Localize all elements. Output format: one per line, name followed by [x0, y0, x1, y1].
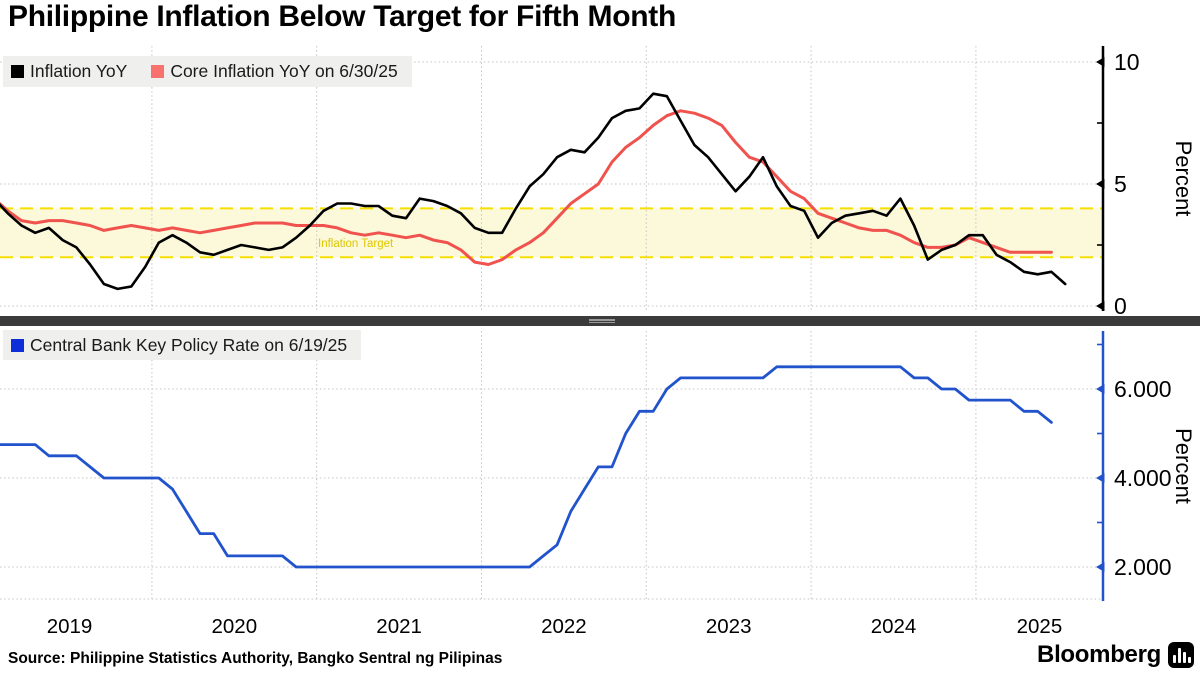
source-caption: Source: Philippine Statistics Authority,…	[8, 650, 503, 667]
x-axis-year-labels: 2019 2020 2021 2022 2023 2024 2025	[0, 615, 1200, 641]
y-tick-label: 5	[1114, 171, 1127, 197]
legend-label: Core Inflation YoY on 6/30/25	[170, 61, 398, 81]
x-axis-year-label: 2024	[870, 615, 917, 638]
policy-rate-line	[0, 365, 1053, 569]
gridlines	[0, 46, 1103, 311]
core-inflation-swatch	[151, 65, 165, 78]
bottom-y-axis: 2.000 4.000 6.000 Percent	[1096, 331, 1196, 601]
bloomberg-wordmark: Bloomberg	[1037, 641, 1161, 668]
top-y-axis: 0 5 10 Percent	[1096, 46, 1196, 319]
separator-drag-handle[interactable]	[589, 318, 615, 324]
bottom-panel-legend: Central Bank Key Policy Rate on 6/19/25	[3, 330, 362, 360]
y-tick-label: 2.000	[1114, 554, 1172, 580]
x-axis-year-label: 2021	[376, 615, 422, 638]
y-tick-label: 4.000	[1114, 465, 1172, 491]
inflation-target-label: Inflation Target	[318, 238, 394, 250]
y-tick-label: 0	[1114, 293, 1127, 319]
core-inflation-line	[0, 109, 1053, 266]
gridlines	[0, 331, 1103, 601]
legend-item-core-inflation: Core Inflation YoY on 6/30/25	[151, 61, 398, 82]
y-tick-label: 10	[1114, 49, 1140, 75]
y-axis-title: Percent	[1171, 141, 1196, 217]
y-axis-title: Percent	[1171, 428, 1196, 504]
bloomberg-logo-icon	[1168, 642, 1194, 668]
inflation-target-band: Inflation Target	[0, 207, 1103, 259]
panel-separator	[0, 316, 1200, 326]
chart-title: Philippine Inflation Below Target for Fi…	[8, 0, 677, 33]
x-axis-year-label: 2023	[705, 615, 752, 638]
top-panel-legend: Inflation YoY Core Inflation YoY on 6/30…	[3, 56, 412, 87]
inflation-yoy-swatch	[11, 65, 24, 78]
x-axis-year-label: 2019	[46, 615, 93, 638]
legend-label: Inflation YoY	[30, 61, 128, 81]
x-axis-year-label: 2020	[211, 615, 258, 638]
x-axis-year-label: 2022	[541, 615, 587, 638]
policy-rate-swatch	[11, 338, 24, 352]
bloomberg-branding: Bloomberg	[1037, 641, 1194, 669]
y-tick-label: 6.000	[1114, 376, 1172, 402]
legend-item-inflation-yoy: Inflation YoY	[11, 61, 127, 82]
legend-label: Central Bank Key Policy Rate on 6/19/25	[30, 334, 348, 355]
headline-inflation-line	[0, 92, 1067, 291]
x-axis-year-label: 2025	[1016, 615, 1063, 638]
legend-item-policy-rate: Central Bank Key Policy Rate on 6/19/25	[11, 335, 347, 356]
